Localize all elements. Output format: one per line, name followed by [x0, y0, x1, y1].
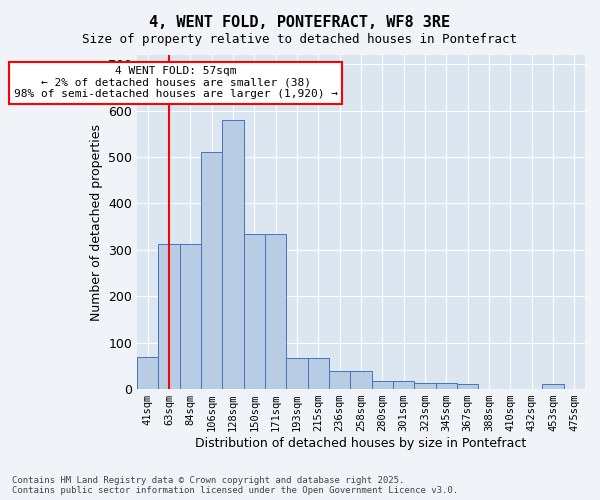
Bar	[542, 384, 563, 389]
Bar	[180, 244, 201, 389]
Bar	[308, 358, 329, 389]
Bar	[329, 370, 350, 389]
Bar	[457, 384, 478, 389]
Bar	[223, 120, 244, 389]
Text: 4, WENT FOLD, PONTEFRACT, WF8 3RE: 4, WENT FOLD, PONTEFRACT, WF8 3RE	[149, 15, 451, 30]
Text: Size of property relative to detached houses in Pontefract: Size of property relative to detached ho…	[83, 32, 517, 46]
Bar	[158, 244, 180, 389]
Bar	[415, 382, 436, 389]
Bar	[436, 382, 457, 389]
Text: 4 WENT FOLD: 57sqm
← 2% of detached houses are smaller (38)
98% of semi-detached: 4 WENT FOLD: 57sqm ← 2% of detached hous…	[14, 66, 338, 100]
Bar	[350, 370, 372, 389]
Text: Contains HM Land Registry data © Crown copyright and database right 2025.
Contai: Contains HM Land Registry data © Crown c…	[12, 476, 458, 495]
Bar	[286, 358, 308, 389]
Bar	[201, 152, 223, 389]
Bar	[393, 380, 415, 389]
Bar	[372, 380, 393, 389]
Bar	[265, 234, 286, 389]
Bar	[244, 234, 265, 389]
X-axis label: Distribution of detached houses by size in Pontefract: Distribution of detached houses by size …	[196, 437, 527, 450]
Bar	[137, 356, 158, 389]
Y-axis label: Number of detached properties: Number of detached properties	[90, 124, 103, 320]
